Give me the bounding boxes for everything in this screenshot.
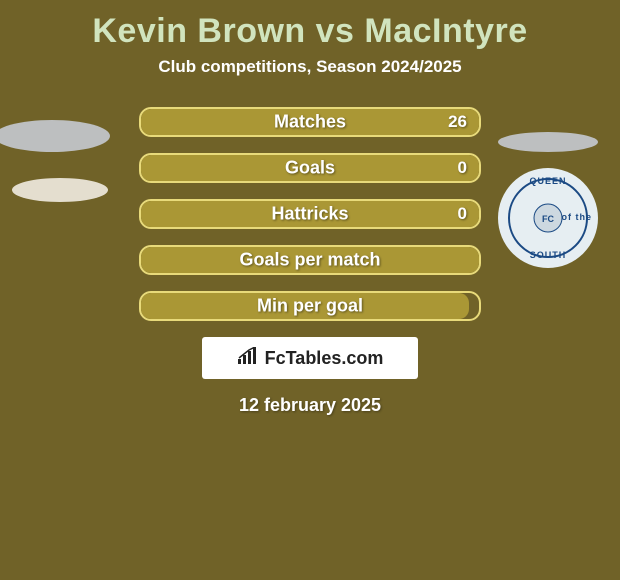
stat-bar-label: Min per goal <box>257 296 363 317</box>
right-oval <box>498 132 598 152</box>
brand-chart-icon <box>237 347 259 370</box>
club-crest: QUEEN of the SOUTH FC <box>498 168 598 268</box>
page-title: Kevin Brown vs MacIntyre <box>0 0 620 57</box>
stat-bar-label: Goals per match <box>239 250 380 271</box>
left-oval-2 <box>12 178 108 202</box>
stat-bar-label: Matches <box>274 112 346 133</box>
left-player-placeholder <box>0 120 124 228</box>
crest-text-top: QUEEN <box>529 176 566 186</box>
right-player-crest-area: QUEEN of the SOUTH FC <box>490 132 606 268</box>
brand-text: FcTables.com <box>265 348 384 369</box>
stat-bar: Matches 26 <box>139 107 481 137</box>
stat-bar-value: 26 <box>448 112 467 132</box>
stat-bar: Goals per match <box>139 245 481 275</box>
stat-bar-label: Goals <box>285 158 335 179</box>
page-subtitle: Club competitions, Season 2024/2025 <box>0 57 620 77</box>
stat-bar-value: 0 <box>458 204 467 224</box>
date-text: 12 february 2025 <box>0 395 620 416</box>
stat-bars: Matches 26 Goals 0 Hattricks 0 Goals per match… <box>139 107 481 321</box>
left-oval-1 <box>0 120 110 152</box>
stat-bar: Hattricks 0 <box>139 199 481 229</box>
crest-text-bottom: SOUTH <box>530 250 567 260</box>
stat-bar: Min per goal <box>139 291 481 321</box>
brand-logo: FcTables.com <box>202 337 418 379</box>
stat-bar: Goals 0 <box>139 153 481 183</box>
stat-bar-label: Hattricks <box>271 204 348 225</box>
crest-text-right: of the <box>562 212 593 222</box>
stat-bar-value: 0 <box>458 158 467 178</box>
